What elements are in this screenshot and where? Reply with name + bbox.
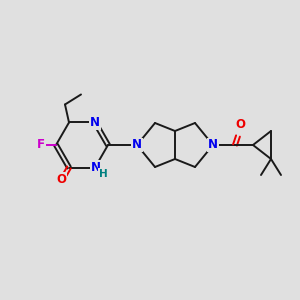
Text: O: O [56,173,66,186]
Text: F: F [37,139,45,152]
Text: N: N [90,116,100,129]
Text: O: O [235,118,245,130]
Text: N: N [91,161,101,174]
Text: H: H [99,169,107,178]
Text: N: N [208,139,218,152]
Text: N: N [132,139,142,152]
